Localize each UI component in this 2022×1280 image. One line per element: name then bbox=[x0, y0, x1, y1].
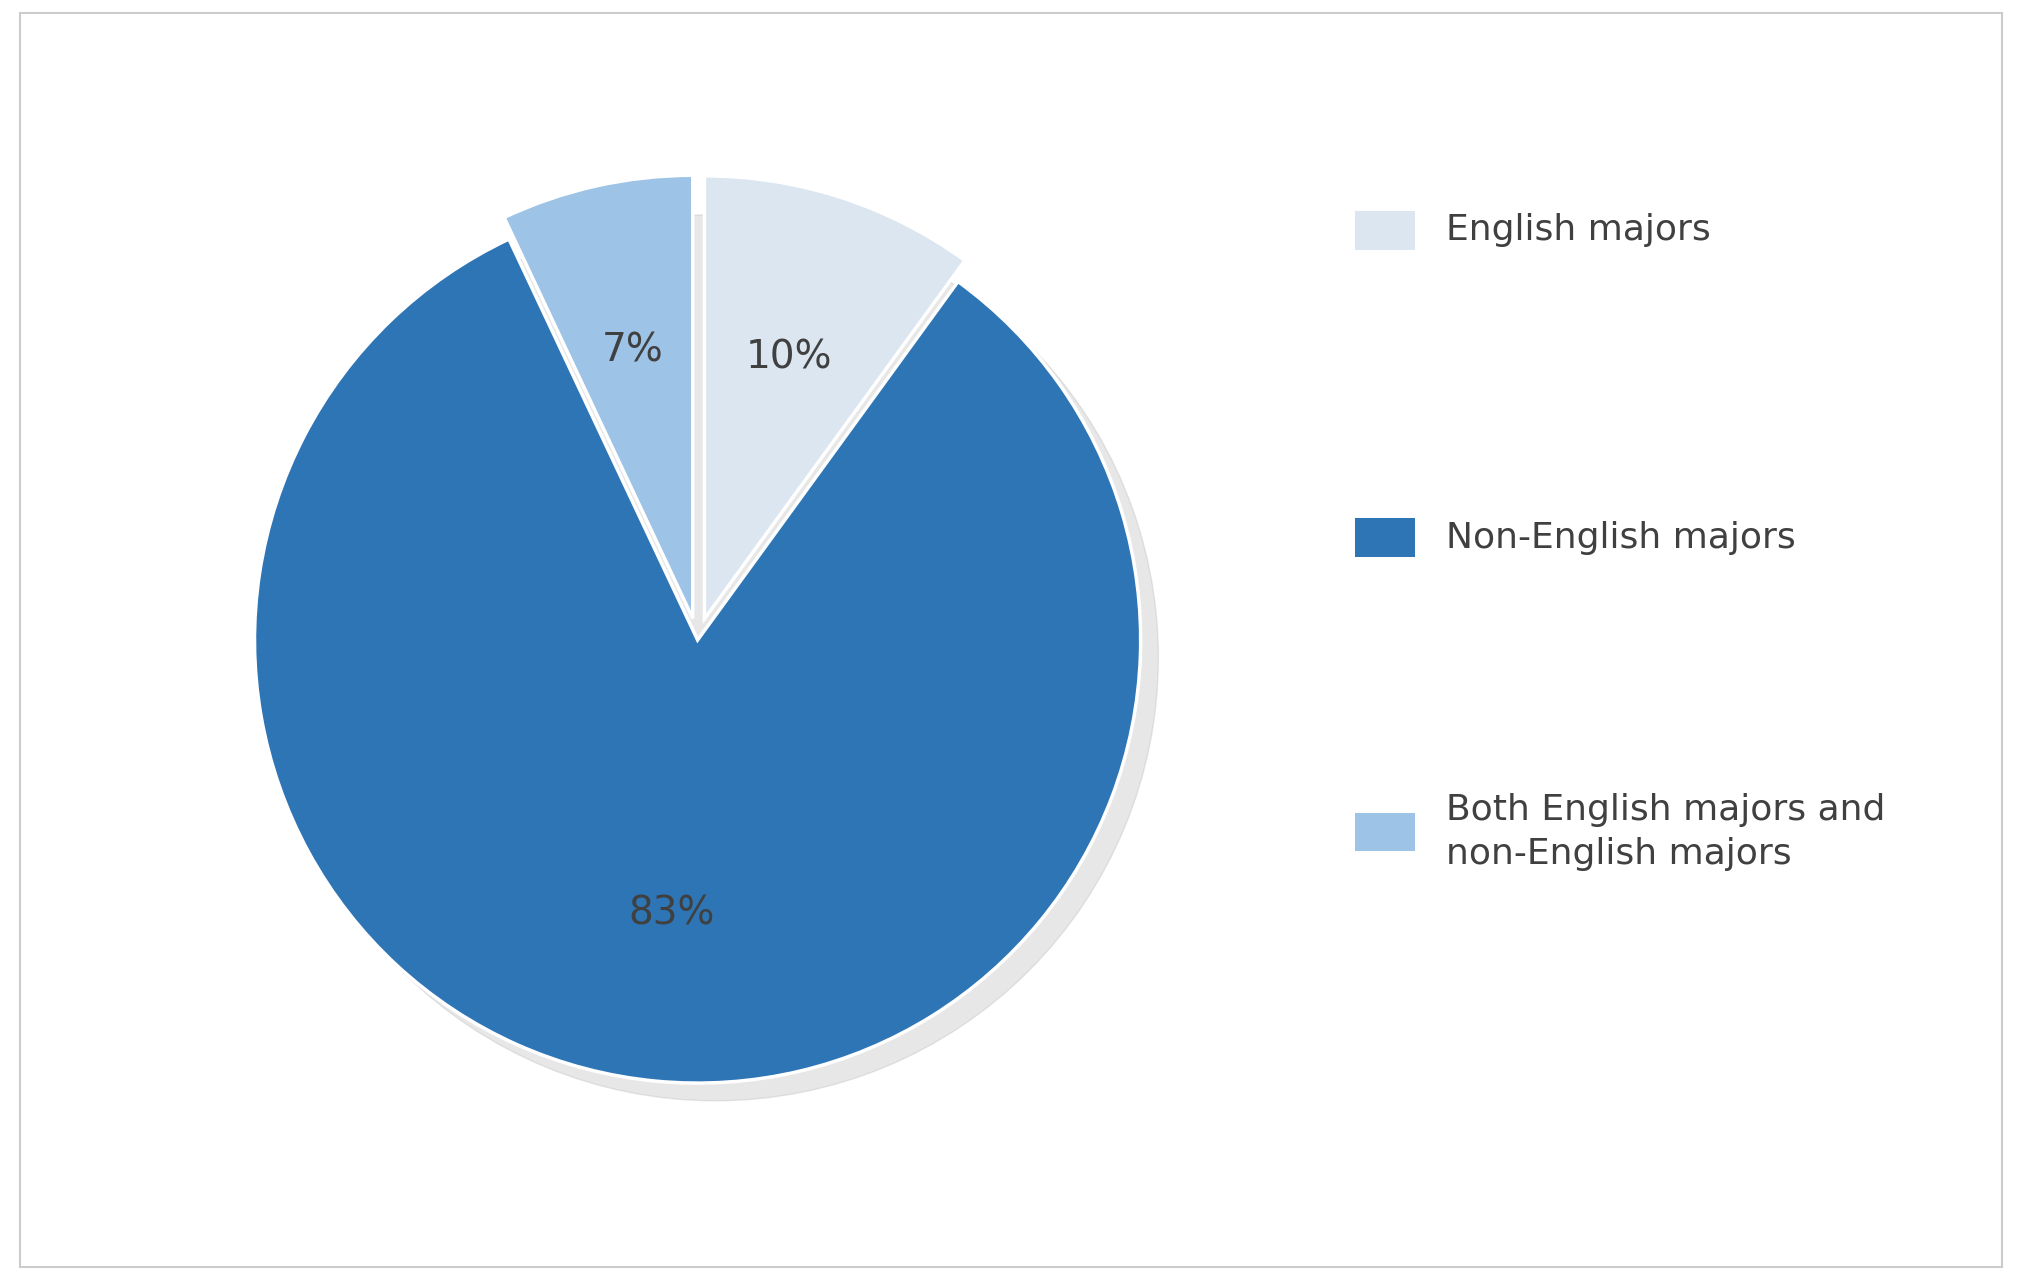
Text: Both English majors and
non-English majors: Both English majors and non-English majo… bbox=[1446, 792, 1885, 872]
Wedge shape bbox=[255, 239, 1140, 1083]
Text: English majors: English majors bbox=[1446, 214, 1711, 247]
Wedge shape bbox=[704, 175, 964, 620]
Wedge shape bbox=[503, 175, 694, 618]
Circle shape bbox=[273, 215, 1159, 1101]
Text: 7%: 7% bbox=[603, 332, 663, 370]
Text: 83%: 83% bbox=[629, 895, 716, 933]
Text: 10%: 10% bbox=[746, 339, 833, 376]
Text: Non-English majors: Non-English majors bbox=[1446, 521, 1796, 554]
